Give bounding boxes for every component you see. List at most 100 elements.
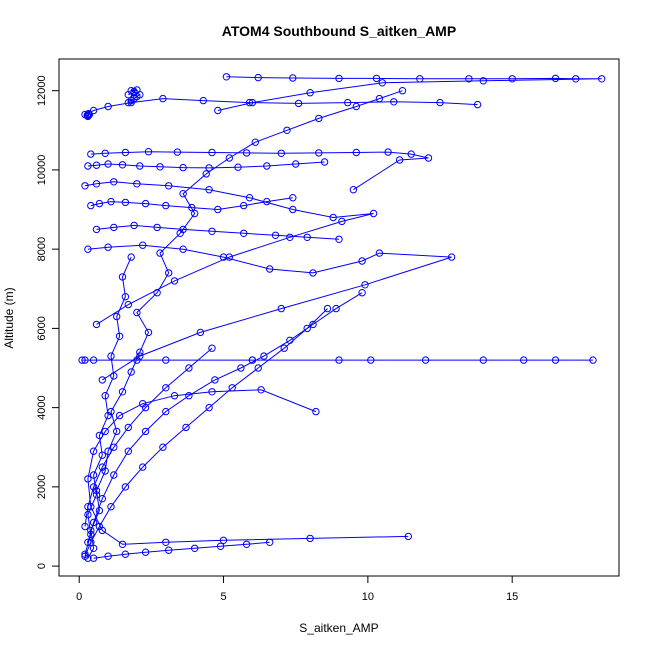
data-point xyxy=(89,518,98,527)
data-point xyxy=(144,328,153,337)
y-tick-label: 12000 xyxy=(36,75,48,106)
data-point xyxy=(159,443,167,451)
data-point xyxy=(165,546,173,554)
data-point xyxy=(81,110,89,119)
data-point xyxy=(508,75,516,83)
data-point xyxy=(104,411,112,420)
data-point xyxy=(162,407,170,416)
data-point xyxy=(141,548,150,556)
y-tick-label: 0 xyxy=(36,563,48,569)
data-point xyxy=(130,221,138,230)
data-point xyxy=(170,392,179,400)
data-point xyxy=(312,407,320,416)
series-16 xyxy=(81,344,216,531)
data-point xyxy=(416,75,424,83)
data-point xyxy=(127,253,135,261)
data-point xyxy=(219,536,228,544)
data-point xyxy=(127,98,135,107)
y-axis: 0 2000 4000 6000 8000 10000 12000 xyxy=(36,75,60,569)
series-13 xyxy=(87,194,297,214)
data-point xyxy=(208,344,216,352)
data-point xyxy=(110,443,118,451)
data-point xyxy=(81,522,89,531)
data-point xyxy=(141,427,150,436)
data-point xyxy=(84,162,92,170)
data-point xyxy=(257,386,265,394)
data-point xyxy=(81,552,89,560)
x-tick-label: 0 xyxy=(76,591,82,603)
data-point xyxy=(165,182,173,190)
data-point xyxy=(179,163,187,172)
series-4 xyxy=(214,73,606,115)
data-point xyxy=(98,463,107,471)
data-point xyxy=(214,205,222,214)
data-point xyxy=(254,364,262,372)
data-point xyxy=(245,194,254,202)
series-17 xyxy=(84,158,329,172)
data-point xyxy=(89,447,98,455)
data-point xyxy=(361,281,369,289)
data-point xyxy=(289,74,297,82)
data-point xyxy=(127,368,135,376)
data-point xyxy=(92,320,101,329)
data-point xyxy=(447,253,456,261)
data-point xyxy=(87,150,95,158)
data-point xyxy=(104,160,112,168)
data-point xyxy=(263,197,271,206)
data-point xyxy=(211,376,219,384)
data-point xyxy=(89,106,98,115)
data-point xyxy=(179,190,187,198)
data-point xyxy=(315,114,323,123)
data-point xyxy=(81,550,89,558)
data-point xyxy=(110,223,118,232)
data-point xyxy=(465,75,473,83)
data-point xyxy=(144,148,153,156)
data-point xyxy=(234,163,242,171)
data-point xyxy=(107,503,115,511)
data-point xyxy=(214,106,222,115)
data-point xyxy=(98,495,107,503)
data-point xyxy=(95,199,104,208)
data-point xyxy=(225,154,234,162)
data-point xyxy=(208,388,216,396)
data-point xyxy=(358,257,366,265)
data-point xyxy=(139,463,147,471)
data-point xyxy=(118,388,127,396)
data-point xyxy=(205,164,213,172)
data-point xyxy=(395,156,404,164)
series-14 xyxy=(81,304,332,560)
series-18 xyxy=(92,221,343,244)
data-point xyxy=(332,304,340,313)
data-point xyxy=(352,148,360,157)
y-tick-label: 4000 xyxy=(36,395,48,419)
y-tick-label: 6000 xyxy=(36,316,48,340)
data-point xyxy=(156,249,164,257)
data-point xyxy=(551,74,560,83)
data-point xyxy=(245,98,254,107)
data-point xyxy=(335,74,343,83)
data-point xyxy=(208,227,216,236)
data-point xyxy=(110,471,118,479)
data-point xyxy=(107,197,115,206)
data-point xyxy=(479,356,487,364)
series-3 xyxy=(78,356,597,364)
data-point xyxy=(205,403,213,412)
data-point xyxy=(165,269,173,277)
data-point xyxy=(110,372,118,380)
data-point xyxy=(329,213,337,222)
series-line xyxy=(84,347,213,527)
data-point xyxy=(104,102,112,111)
data-point xyxy=(266,265,274,273)
data-point xyxy=(378,79,386,87)
data-point xyxy=(196,328,205,337)
series-line xyxy=(87,161,325,169)
data-point xyxy=(124,447,133,455)
series-8 xyxy=(84,289,366,546)
data-point xyxy=(81,356,89,364)
data-point xyxy=(87,201,95,210)
data-point xyxy=(162,384,170,392)
y-tick-label: 8000 xyxy=(36,237,48,261)
series-line xyxy=(87,292,363,543)
data-point xyxy=(266,538,274,546)
y-tick-label: 2000 xyxy=(36,475,48,499)
